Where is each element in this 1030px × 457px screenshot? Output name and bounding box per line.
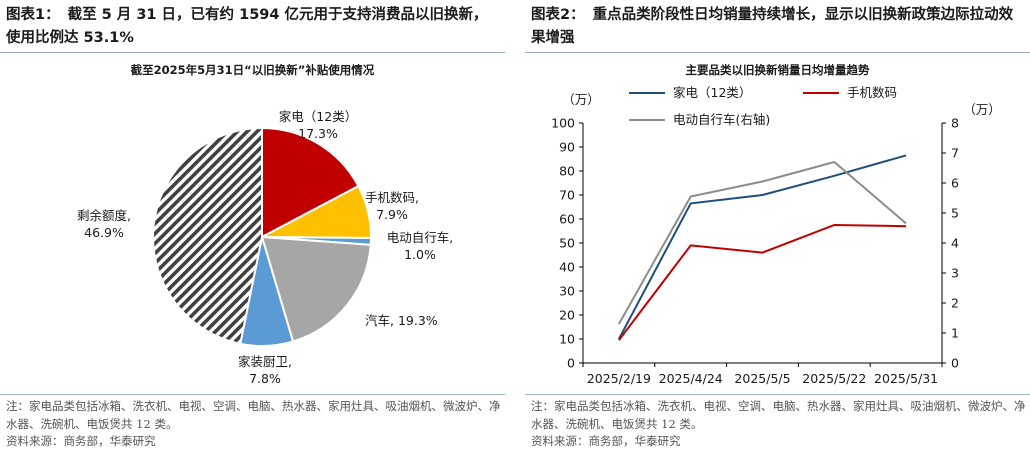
x-tick-label: 2025/4/24 <box>659 371 723 386</box>
pie-chart-title: 截至2025年5月31日“以旧换新”补贴使用情况 <box>130 63 375 77</box>
right-y-tick-label: 5 <box>951 206 959 221</box>
series-line-2 <box>618 223 907 341</box>
pie-value-label-5: 7.8% <box>249 371 281 386</box>
left-y-tick-label: 40 <box>559 260 575 275</box>
left-y-unit: （万） <box>562 92 600 107</box>
left-y-tick-label: 50 <box>559 236 575 251</box>
pie-label-1: 家电（12类） <box>279 109 357 124</box>
x-tick-label: 2025/5/22 <box>802 371 866 386</box>
right-y-tick-label: 3 <box>951 266 959 281</box>
pie-label-4: 汽车, 19.3% <box>365 313 438 328</box>
series-line-1 <box>618 154 907 340</box>
pie-label-6: 剩余额度, <box>77 208 131 223</box>
right-y-tick-label: 7 <box>951 146 959 161</box>
pie-label-2: 手机数码, <box>365 190 419 205</box>
legend-label-2: 手机数码 <box>847 85 897 100</box>
line-chart-title: 主要品类以旧换新销量日均增量趋势 <box>685 63 870 77</box>
left-y-tick-label: 70 <box>559 188 575 203</box>
right-y-tick-label: 0 <box>951 356 959 371</box>
pie-label-5: 家装厨卫, <box>238 354 292 369</box>
left-figure-panel: 图表1： 截至 5 月 31 日，已有约 1594 亿元用于支持消费品以旧换新，使… <box>0 0 505 457</box>
right-figure-heading-text: 重点品类阶段性日均销量持续增长，显示以旧换新政策边际拉动效果增强 <box>531 7 1014 46</box>
right-top-rule <box>525 52 1030 53</box>
left-source-text: 资料来源：商务部，华泰研究 <box>6 434 156 448</box>
right-figure-panel: 图表2： 重点品类阶段性日均销量持续增长，显示以旧换新政策边际拉动效果增强 主要品… <box>525 0 1030 457</box>
right-y-tick-label: 2 <box>951 296 959 311</box>
right-source-text: 资料来源：商务部，华泰研究 <box>531 434 681 448</box>
left-y-tick-label: 20 <box>559 308 575 323</box>
left-y-tick-label: 60 <box>559 212 575 227</box>
pie-value-label-2: 7.9% <box>376 207 408 222</box>
right-y-tick-label: 6 <box>951 176 959 191</box>
left-notes: 注：家电品类包括冰箱、洗衣机、电视、空调、电脑、热水器、家用灶具、吸油烟机、微波… <box>6 398 501 451</box>
right-y-tick-label: 1 <box>951 326 959 341</box>
pie-value-label-1: 17.3% <box>298 126 338 141</box>
left-figure-heading-text: 截至 5 月 31 日，已有约 1594 亿元用于支持消费品以旧换新，使用比例达… <box>6 7 488 46</box>
left-y-tick-label: 10 <box>559 332 575 347</box>
pie-value-label-6: 46.9% <box>84 225 124 240</box>
left-y-tick-label: 100 <box>551 116 575 131</box>
pie-chart: 家电（12类） 17.3% 手机数码, 7.9% 电动自行车, 1.0% 汽车, 19.3%… <box>77 109 453 386</box>
pie-slice-6 <box>152 126 263 345</box>
right-notes: 注：家电品类包括冰箱、洗衣机、电视、空调、电脑、热水器、家用灶具、吸油烟机、微波… <box>531 398 1026 451</box>
right-figure-label: 图表2： <box>531 7 585 23</box>
right-y-tick-label: 4 <box>951 236 959 251</box>
left-top-rule <box>0 52 505 53</box>
left-y-tick-label: 80 <box>559 164 575 179</box>
left-y-tick-label: 0 <box>567 356 575 371</box>
legend-label-3: 电动自行车(右轴) <box>673 112 770 127</box>
x-tick-label: 2025/5/5 <box>734 371 790 386</box>
right-y-tick-label: 8 <box>951 116 959 131</box>
right-note-text: 注：家电品类包括冰箱、洗衣机、电视、空调、电脑、热水器、家用灶具、吸油烟机、微波… <box>531 399 1026 431</box>
pie-slice-4 <box>260 235 372 343</box>
left-bottom-rule <box>0 394 505 395</box>
right-bottom-rule <box>525 394 1030 395</box>
right-figure-heading: 图表2： 重点品类阶段性日均销量持续增长，显示以旧换新政策边际拉动效果增强 <box>531 4 1026 50</box>
pie-label-3: 电动自行车, <box>387 230 453 245</box>
left-note-text: 注：家电品类包括冰箱、洗衣机、电视、空调、电脑、热水器、家用灶具、吸油烟机、微波… <box>6 399 501 431</box>
left-figure-heading: 图表1： 截至 5 月 31 日，已有约 1594 亿元用于支持消费品以旧换新，使… <box>6 4 501 50</box>
left-y-tick-label: 90 <box>559 140 575 155</box>
x-tick-label: 2025/5/31 <box>874 371 938 386</box>
x-tick-label: 2025/2/19 <box>587 371 651 386</box>
right-y-unit: （万） <box>963 102 1001 117</box>
series-line-3 <box>618 160 907 325</box>
pie-slice-1 <box>261 126 360 239</box>
legend-label-1: 家电（12类） <box>673 85 751 100</box>
pie-value-label-3: 1.0% <box>404 247 436 262</box>
left-y-tick-label: 30 <box>559 284 575 299</box>
left-figure-label: 图表1： <box>6 7 60 23</box>
line-chart: 0 10 20 30 40 50 60 70 80 90 100 0 1 2 3 4 5 6 7 8 2025/2/19… <box>551 85 1001 386</box>
